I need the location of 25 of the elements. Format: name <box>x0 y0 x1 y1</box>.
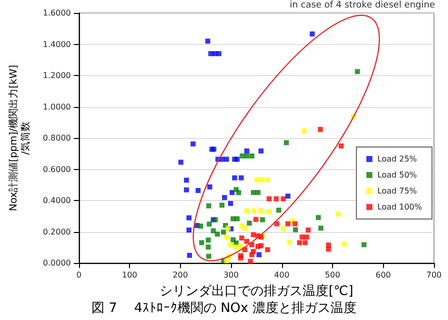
y-tick-label: 1.0000 <box>42 102 71 112</box>
y-tick-label: 0.4000 <box>42 196 71 205</box>
y-tick-label: 0.6000 <box>42 164 71 174</box>
x-tick-label: 200 <box>172 270 188 280</box>
y-axis-title: Nox計測値[ppm]/機関出力[kW] /気筒数 <box>8 64 32 212</box>
x-tick-label: 700 <box>426 270 442 280</box>
x-tick-label: 100 <box>122 270 138 280</box>
legend-label: Load 75% <box>377 186 418 196</box>
chart-subtitle: in case of 4 stroke diesel engine <box>290 0 436 10</box>
y-tick-label: 1.2000 <box>42 71 71 80</box>
x-tick-label: 0 <box>76 270 82 280</box>
x-tick-label: 500 <box>324 270 340 280</box>
x-tick-label: 300 <box>223 270 239 280</box>
x-axis-title: シリンダ出口での排ガス温度[℃] <box>160 283 354 299</box>
y-tick-label: 1.6000 <box>42 8 71 18</box>
x-tick-label: 400 <box>274 270 290 280</box>
y-tick-label: 0.2000 <box>42 227 71 236</box>
legend-label: Load 100% <box>377 202 422 212</box>
text: 図 7 4ｽﾄﾛｰｸ機関の NOx 濃度と排ガス温度 <box>92 300 356 316</box>
x-tick-label: 600 <box>376 270 391 280</box>
legend-label: Load 50% <box>377 170 418 180</box>
legend-label: Load 25% <box>377 154 418 164</box>
y-tick-label: 1.4000 <box>42 40 71 49</box>
y-tick-label: 0.0000 <box>42 258 71 268</box>
y-tick-label: 0.8000 <box>42 134 71 142</box>
